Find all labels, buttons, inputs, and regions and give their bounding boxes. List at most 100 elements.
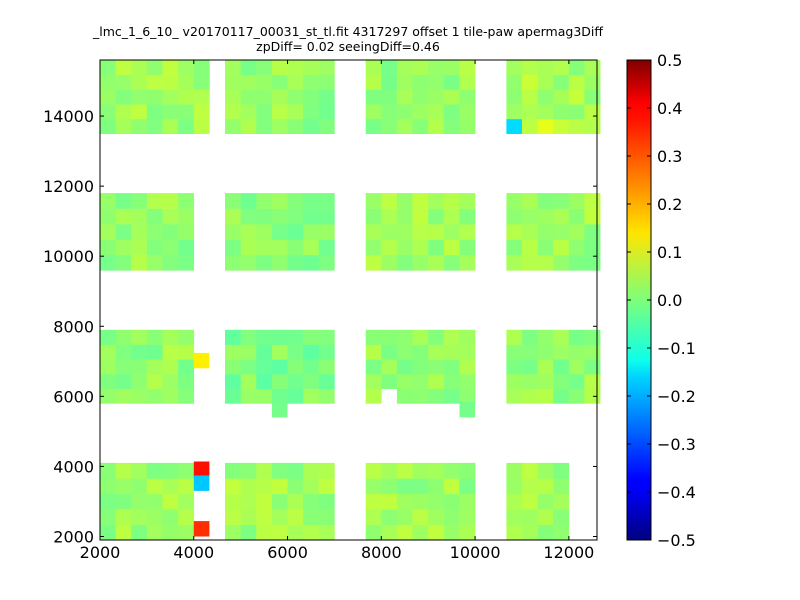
heatmap-cell — [240, 89, 257, 105]
heatmap-cell — [443, 118, 460, 134]
heatmap-cell — [256, 509, 273, 525]
heatmap-cell — [146, 89, 163, 105]
heatmap-cell — [131, 239, 148, 256]
heatmap-cell — [553, 462, 570, 479]
heatmap-cell — [131, 344, 148, 360]
heatmap-cell — [115, 74, 132, 90]
heatmap-cell — [131, 478, 148, 495]
heatmap-cell — [537, 344, 554, 360]
heatmap-cell — [396, 118, 413, 134]
heatmap-cell — [443, 89, 460, 105]
heatmap-cell — [459, 524, 476, 541]
heatmap-cell — [459, 388, 476, 404]
heatmap-cell — [115, 524, 132, 541]
heatmap-cell — [240, 493, 257, 510]
heatmap-cell — [256, 89, 273, 105]
heatmap-cell — [240, 60, 257, 76]
heatmap-cell — [396, 193, 413, 209]
heatmap-cell — [553, 493, 570, 510]
chart-title: _lmc_1_6_10_ v20170117_00031_st_tl.fit 4… — [0, 24, 696, 54]
heatmap-cell — [303, 104, 320, 120]
heatmap-cell — [459, 493, 476, 510]
heatmap-cell — [318, 462, 335, 479]
heatmap-cell — [522, 478, 538, 495]
heatmap-cell — [287, 118, 304, 134]
heatmap-cell — [443, 193, 460, 209]
heatmap-cell — [443, 462, 460, 479]
heatmap-cell — [303, 359, 320, 375]
heatmap-cell — [256, 193, 273, 209]
heatmap-cell — [162, 462, 179, 479]
heatmap-cell — [240, 329, 257, 345]
heatmap-cell — [146, 118, 163, 134]
heatmap-cell — [459, 373, 476, 389]
heatmap-cell — [537, 224, 554, 240]
heatmap-cell — [381, 359, 398, 375]
heatmap-cell — [568, 239, 585, 256]
heatmap-cell — [522, 118, 538, 134]
plot-frame — [99, 59, 598, 541]
heatmap-cell — [537, 478, 554, 495]
heatmap-cell — [271, 104, 288, 120]
heatmap-cell — [178, 224, 195, 240]
heatmap-cell — [318, 254, 335, 271]
heatmap-cell — [240, 478, 257, 495]
heatmap-cell — [162, 388, 179, 404]
heatmap-cell — [271, 509, 288, 525]
heatmap-cell — [568, 208, 585, 225]
heatmap-cell — [506, 239, 523, 256]
heatmap-cell — [412, 388, 429, 404]
heatmap-cell — [443, 224, 460, 240]
heatmap-cell — [318, 359, 335, 375]
heatmap-cell — [584, 118, 601, 134]
heatmap-cell — [287, 329, 304, 345]
heatmap-cell — [428, 224, 445, 240]
heatmap-cell — [568, 254, 585, 271]
heatmap-cell — [131, 74, 148, 90]
heatmap-cell — [506, 478, 523, 495]
heatmap-cell — [537, 118, 554, 134]
heatmap-cell — [568, 193, 585, 209]
heatmap-cell — [178, 193, 195, 209]
heatmap-cell — [100, 193, 116, 209]
heatmap-cell — [240, 193, 257, 209]
heatmap-cell — [553, 329, 570, 345]
chart-title-line-2: zpDiff= 0.02 seeingDiff=0.46 — [256, 39, 440, 54]
heatmap-cell — [459, 224, 476, 240]
heatmap-cell — [522, 89, 538, 105]
heatmap-cell — [568, 118, 585, 134]
heatmap-cell — [428, 60, 445, 76]
heatmap-cell — [162, 89, 179, 105]
heatmap-cell — [568, 388, 585, 404]
heatmap-cell — [428, 373, 445, 389]
heatmap-cell — [365, 329, 382, 345]
heatmap-cell — [100, 60, 116, 76]
heatmap-cell — [287, 208, 304, 225]
heatmap-cell — [584, 74, 601, 90]
heatmap-cell — [396, 478, 413, 495]
heatmap-cell — [115, 388, 132, 404]
heatmap-cell — [146, 224, 163, 240]
heatmap-cell — [365, 60, 382, 76]
heatmap-cell — [428, 359, 445, 375]
heatmap-cell — [100, 329, 116, 345]
heatmap-cell — [396, 104, 413, 120]
heatmap-cell — [271, 239, 288, 256]
heatmap-cell — [318, 60, 335, 76]
colorbar-tick-label: 0.2 — [657, 195, 682, 214]
heatmap-cell — [428, 89, 445, 105]
heatmap-cell — [178, 118, 195, 134]
heatmap-cell — [303, 462, 320, 479]
heatmap-cell — [459, 344, 476, 360]
heatmap-cell — [162, 509, 179, 525]
heatmap-cell — [318, 104, 335, 120]
heatmap-cell — [240, 373, 257, 389]
y-tick-label: 8000 — [53, 317, 94, 336]
heatmap-cell — [146, 509, 163, 525]
heatmap-cell — [100, 344, 116, 360]
heatmap-cell — [365, 359, 382, 375]
heatmap-cell — [522, 524, 538, 541]
heatmap-cell — [537, 509, 554, 525]
heatmap-cell — [100, 462, 116, 479]
heatmap-cell — [506, 373, 523, 389]
